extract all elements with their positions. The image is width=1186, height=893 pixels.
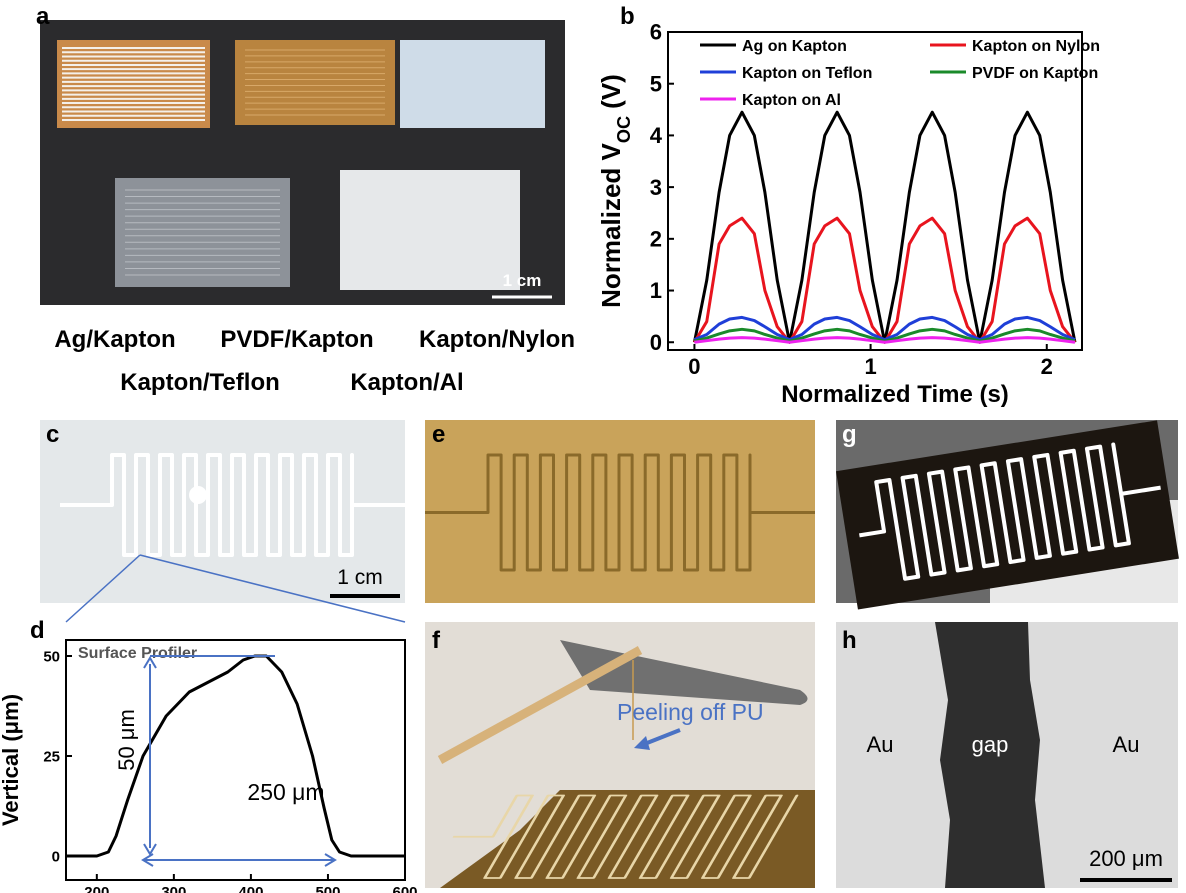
x-axis-label: Normalized Time (s) xyxy=(781,381,1009,408)
sample xyxy=(115,178,290,287)
annotation: 250 μm xyxy=(247,779,324,805)
scale-label: 1 cm xyxy=(337,566,383,589)
legend-label: Kapton on Nylon xyxy=(972,38,1100,55)
region-label: Au xyxy=(1113,732,1140,757)
panel-label: f xyxy=(432,627,441,654)
y-tick-label: 2 xyxy=(650,227,662,252)
x-tick-label: 2 xyxy=(1041,354,1053,379)
panel-label: a xyxy=(36,3,50,30)
y-tick-label: 1 xyxy=(650,278,662,303)
panel-a: 1 cm a Ag/Kapton PVDF/Kapton Kapton/Nylo… xyxy=(36,3,575,396)
glare xyxy=(189,486,207,504)
chart: 20030040050060002550dHorizontal (μm)Vert… xyxy=(0,617,418,893)
x-tick-label: 600 xyxy=(392,884,417,893)
x-tick-label: 1 xyxy=(864,354,876,379)
legend-label: Kapton on Al xyxy=(742,92,841,109)
panel-label: e xyxy=(432,421,445,448)
sample xyxy=(340,170,520,290)
legend-label: Kapton on Teflon xyxy=(742,65,872,82)
figure: 1 cm a Ag/Kapton PVDF/Kapton Kapton/Nylo… xyxy=(0,0,1186,893)
panel-h: Au gap Au 200 μm h xyxy=(836,622,1178,888)
panel-label: c xyxy=(46,421,59,448)
y-tick-label: 50 xyxy=(43,648,60,665)
sample-label: Kapton/Nylon xyxy=(419,326,575,353)
annotation: 50 μm xyxy=(114,709,139,771)
data-line xyxy=(694,218,1075,342)
panel-label: d xyxy=(30,617,45,644)
y-tick-label: 0 xyxy=(650,330,662,355)
chart: 0 1 2 0 1 2 3 4 5 6b Normalized Time (s) Normalized… xyxy=(596,3,1100,408)
panel-label: h xyxy=(842,627,857,654)
y-tick-label: 25 xyxy=(43,748,60,765)
x-tick-label: 0 xyxy=(688,354,700,379)
legend-label: Ag on Kapton xyxy=(742,38,847,55)
y-axis-label: Vertical (μm) xyxy=(0,694,23,826)
sample xyxy=(400,40,545,128)
region-label: gap xyxy=(972,732,1009,757)
page: { "panel_a": {"label": "a", "scale_bar":… xyxy=(0,0,1186,893)
panel-label: b xyxy=(620,3,635,30)
sample xyxy=(235,40,395,125)
scale-label: 200 μm xyxy=(1089,846,1163,871)
x-tick-label: 200 xyxy=(84,884,109,893)
y-axis-label-sub: OC xyxy=(614,116,634,143)
y-axis-label-part: Normalized V xyxy=(596,142,626,307)
sample-label: Ag/Kapton xyxy=(54,326,175,353)
panel-g: g xyxy=(836,420,1179,609)
y-tick-label: 4 xyxy=(650,123,663,148)
sample-label: Kapton/Al xyxy=(350,369,463,396)
x-tick-label: 300 xyxy=(161,884,186,893)
x-tick-label: 400 xyxy=(238,884,263,893)
sample-label: Kapton/Teflon xyxy=(120,369,280,396)
scale-label: 1 cm xyxy=(503,271,542,290)
region-label: Au xyxy=(867,732,894,757)
annotation: Surface Profiler xyxy=(78,645,197,662)
y-axis-label: Normalized VOC (V) xyxy=(596,74,634,308)
sample-label: PVDF/Kapton xyxy=(220,326,373,353)
panel-e: e xyxy=(425,420,815,603)
data-line xyxy=(694,112,1075,342)
panel-f: Peeling off PU f xyxy=(425,622,815,888)
y-axis-label-unit: (V) xyxy=(596,74,626,109)
legend-label: PVDF on Kapton xyxy=(972,65,1098,82)
y-tick-label: 3 xyxy=(650,175,662,200)
y-tick-label: 0 xyxy=(52,848,60,865)
y-tick-label: 5 xyxy=(650,71,662,96)
annotation: Peeling off PU xyxy=(617,699,764,725)
y-tick-label: 6 xyxy=(650,20,662,45)
x-tick-label: 500 xyxy=(315,884,340,893)
panel-label: g xyxy=(842,421,857,448)
